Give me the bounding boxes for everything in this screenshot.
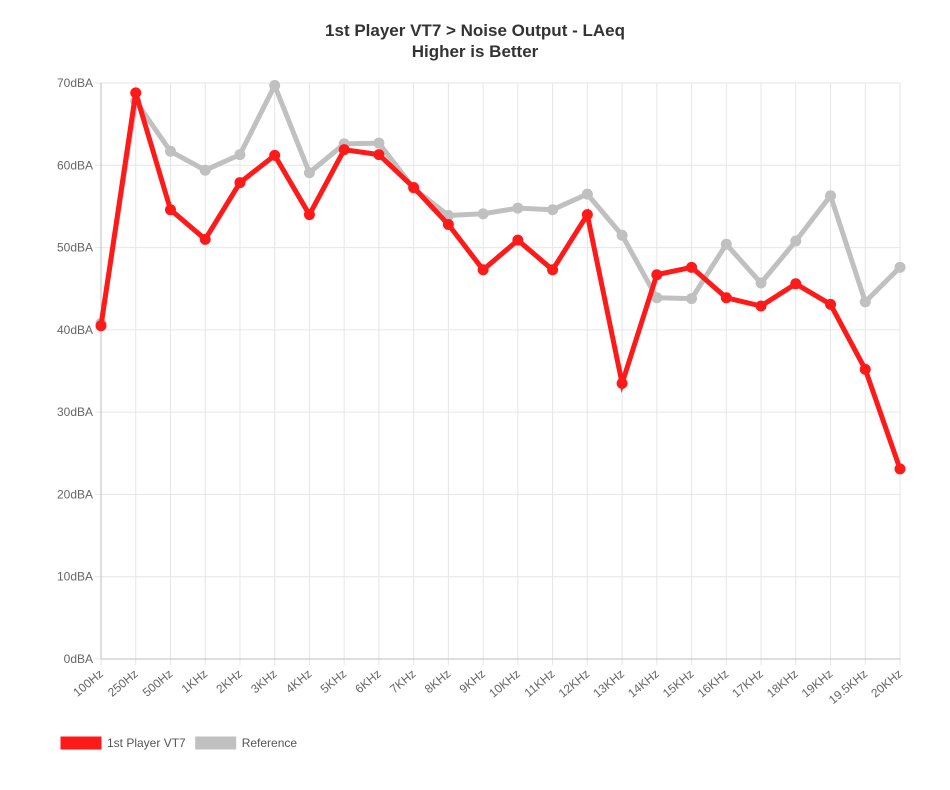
data-point bbox=[859, 363, 871, 375]
x-tick-label: 20KHz bbox=[868, 667, 905, 701]
y-tick-label: 50dBA bbox=[57, 241, 93, 255]
data-point bbox=[755, 300, 767, 312]
data-point bbox=[686, 261, 698, 273]
data-point bbox=[686, 293, 698, 305]
series-lines bbox=[95, 79, 906, 475]
x-tick-label: 3KHz bbox=[248, 667, 279, 697]
data-point bbox=[755, 277, 767, 289]
legend-label: 1st Player VT7 bbox=[107, 736, 186, 750]
data-point bbox=[338, 144, 350, 156]
series-1st-player-vt7 bbox=[95, 87, 906, 475]
data-point bbox=[234, 177, 246, 189]
series-line bbox=[98, 92, 903, 472]
data-point bbox=[477, 208, 489, 220]
x-tick-label: 13KHz bbox=[590, 667, 627, 701]
y-tick-label: 20dBA bbox=[57, 487, 93, 501]
y-tick-label: 60dBA bbox=[57, 158, 93, 172]
x-tick-label: 16KHz bbox=[695, 667, 732, 701]
data-point bbox=[581, 188, 593, 200]
data-point bbox=[790, 235, 802, 247]
data-point bbox=[199, 164, 211, 176]
y-tick-label: 40dBA bbox=[57, 323, 93, 337]
x-tick-label: 17KHz bbox=[729, 667, 766, 701]
legend-swatch bbox=[195, 736, 237, 750]
data-point bbox=[269, 149, 281, 161]
x-tick-label: 8KHz bbox=[422, 667, 453, 697]
data-point bbox=[477, 264, 489, 276]
data-point bbox=[825, 298, 837, 310]
chart-subtitle: Higher is Better bbox=[412, 42, 539, 61]
legend-swatch bbox=[60, 736, 102, 750]
x-tick-label: 100Hz bbox=[70, 667, 106, 700]
data-point bbox=[408, 182, 420, 194]
data-point bbox=[373, 137, 385, 149]
data-point bbox=[720, 238, 732, 250]
x-tick-label: 10KHz bbox=[486, 667, 523, 701]
y-tick-label: 70dBA bbox=[57, 76, 93, 90]
data-point bbox=[651, 269, 663, 281]
data-point bbox=[616, 229, 628, 241]
data-point bbox=[373, 149, 385, 161]
data-point bbox=[199, 233, 211, 245]
data-point bbox=[164, 204, 176, 216]
axes: 0dBA 10dBA 20dBA 30dBA 40dBA 50dBA 60dBA 70dBA 1… bbox=[57, 76, 905, 707]
x-tick-label: 15KHz bbox=[660, 667, 697, 701]
x-tick-label: 11KHz bbox=[522, 667, 558, 700]
grid bbox=[95, 82, 901, 665]
data-point bbox=[616, 377, 628, 389]
data-point bbox=[547, 204, 559, 216]
series-line bbox=[98, 79, 903, 326]
data-point bbox=[720, 292, 732, 304]
data-point bbox=[859, 296, 871, 308]
data-point bbox=[303, 167, 315, 179]
data-point bbox=[790, 278, 802, 290]
data-point bbox=[234, 149, 246, 161]
x-tick-label: 18KHz bbox=[764, 667, 801, 701]
data-point bbox=[581, 209, 593, 221]
data-point bbox=[442, 219, 454, 231]
data-point bbox=[894, 261, 906, 273]
legend: 1st Player VT7 Reference bbox=[60, 736, 298, 750]
x-tick-label: 1KHz bbox=[179, 667, 210, 697]
data-point bbox=[95, 320, 107, 332]
data-point bbox=[894, 463, 906, 475]
x-tick-label: 6KHz bbox=[352, 667, 383, 697]
chart-title: 1st Player VT7 > Noise Output - LAeq bbox=[325, 21, 625, 40]
x-tick-label: 9KHz bbox=[457, 667, 488, 697]
y-tick-label: 30dBA bbox=[57, 405, 93, 419]
x-tick-label: 2KHz bbox=[213, 667, 244, 697]
x-tick-label: 14KHz bbox=[625, 667, 662, 701]
data-point bbox=[825, 190, 837, 202]
x-tick-label: 7KHz bbox=[387, 667, 418, 697]
x-tick-label: 5KHz bbox=[318, 667, 349, 697]
y-tick-label: 10dBA bbox=[57, 570, 93, 584]
y-tick-label: 0dBA bbox=[64, 652, 93, 666]
data-point bbox=[130, 87, 142, 99]
x-tick-label: 19.5KHz bbox=[826, 667, 870, 707]
data-point bbox=[512, 234, 524, 246]
x-tick-label: 4KHz bbox=[283, 667, 314, 697]
data-point bbox=[512, 202, 524, 214]
data-point bbox=[547, 264, 559, 276]
x-tick-label: 12KHz bbox=[556, 667, 593, 701]
data-point bbox=[164, 145, 176, 157]
x-tick-label: 500Hz bbox=[140, 667, 176, 700]
x-tick-label: 250Hz bbox=[105, 667, 141, 700]
legend-label: Reference bbox=[242, 736, 298, 750]
data-point bbox=[269, 79, 281, 91]
data-point bbox=[303, 209, 315, 221]
data-point bbox=[651, 292, 663, 304]
